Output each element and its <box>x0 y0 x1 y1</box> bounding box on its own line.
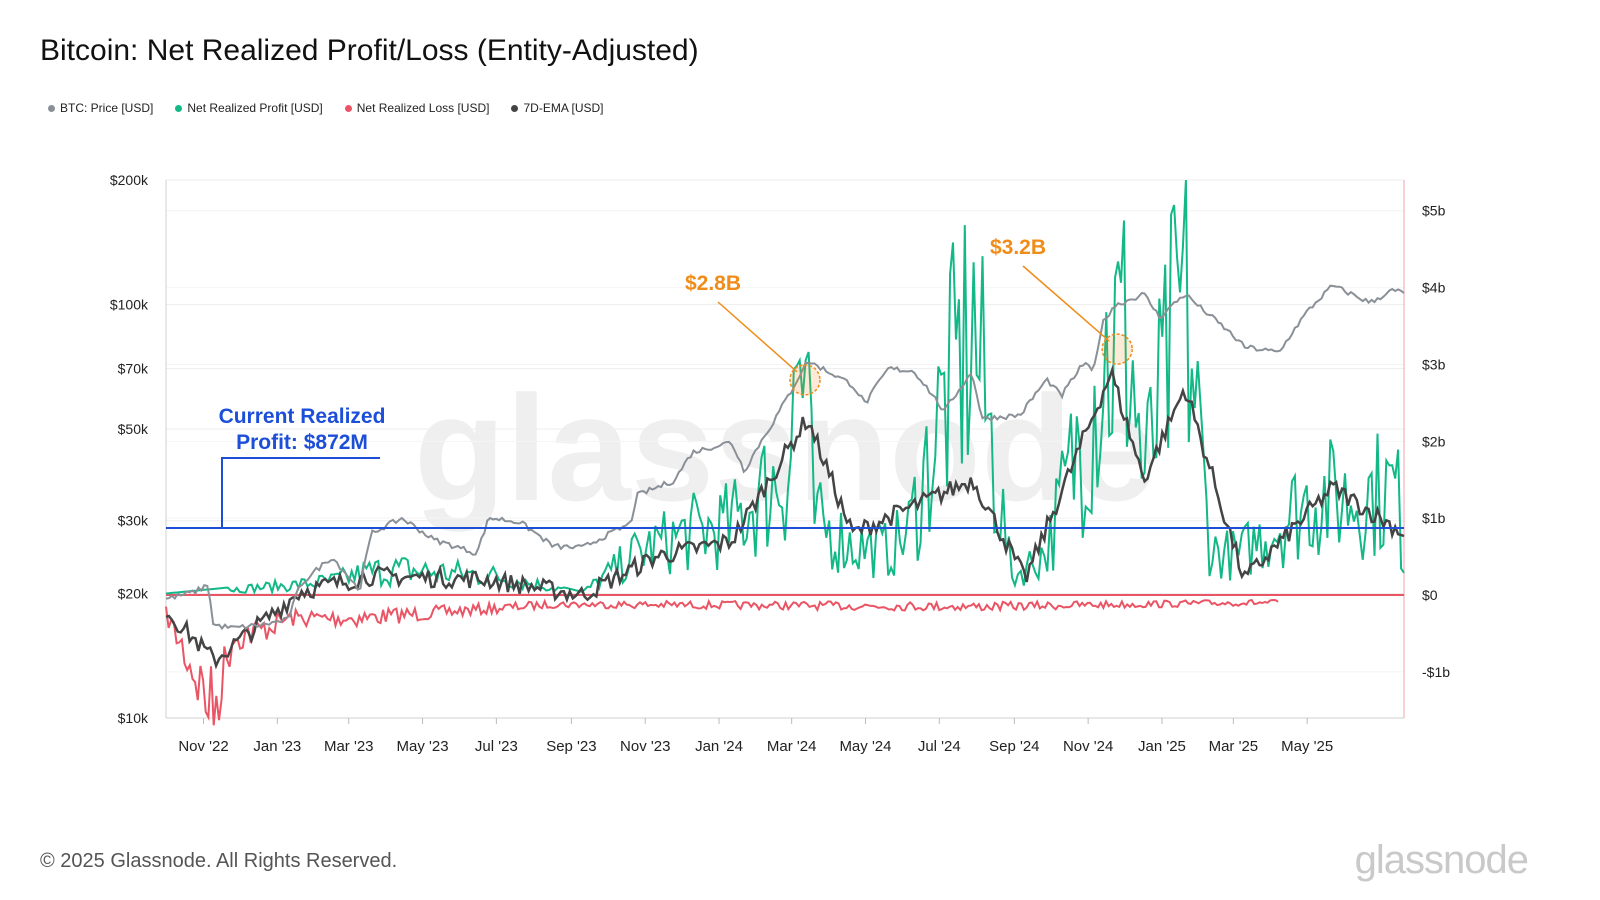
annotation-label: $2.8B <box>685 272 741 295</box>
chart-title: Bitcoin: Net Realized Profit/Loss (Entit… <box>40 34 699 67</box>
annotation-leader <box>1022 265 1110 342</box>
annotation-marker <box>789 364 821 396</box>
current-profit-callout-connector <box>221 457 380 529</box>
legend-label-ema: 7D-EMA [USD] <box>523 101 604 115</box>
legend-label-profit: Net Realized Profit [USD] <box>187 101 323 115</box>
legend-label-loss: Net Realized Loss [USD] <box>356 101 490 115</box>
legend-item-loss[interactable]: Net Realized Loss [USD] <box>344 101 490 115</box>
y-right-tick-label: $0 <box>1422 587 1438 603</box>
x-tick-label: May '24 <box>839 738 891 755</box>
chart-legend: BTC: Price [USD] Net Realized Profit [US… <box>48 101 604 115</box>
y-left-tick-label: $10k <box>118 710 149 726</box>
current-profit-label: Profit: $872M <box>236 431 368 454</box>
legend-dot-loss <box>344 104 352 112</box>
x-tick-label: Nov '23 <box>620 738 670 755</box>
x-tick-label: Jul '23 <box>475 738 518 755</box>
x-tick-label: Mar '23 <box>324 738 374 755</box>
y-left-tick-label: $30k <box>118 513 149 529</box>
annotation-marker <box>1101 333 1133 365</box>
series-line-ema <box>165 364 1405 670</box>
x-tick-label: Jan '25 <box>1138 738 1186 755</box>
x-tick-label: Nov '24 <box>1063 738 1113 755</box>
x-tick-label: Mar '24 <box>767 738 817 755</box>
series-line-loss <box>165 598 1279 726</box>
x-tick-label: May '23 <box>397 738 449 755</box>
y-right-tick-label: $2b <box>1422 433 1446 449</box>
copyright-footer: © 2025 Glassnode. All Rights Reserved. <box>40 850 398 872</box>
y-right-tick-label: $1b <box>1422 510 1446 526</box>
legend-item-profit[interactable]: Net Realized Profit [USD] <box>175 101 323 115</box>
y-right-tick-label: $5b <box>1422 203 1446 219</box>
legend-dot-profit <box>175 104 183 112</box>
legend-item-ema[interactable]: 7D-EMA [USD] <box>511 101 604 115</box>
x-tick-label: May '25 <box>1281 738 1333 755</box>
annotation-leader <box>717 301 798 373</box>
y-left-tick-label: $20k <box>118 586 149 602</box>
x-tick-label: Nov '22 <box>178 738 228 755</box>
y-left-tick-label: $100k <box>110 296 149 312</box>
y-left-tick-label: $200k <box>110 172 149 188</box>
y-right-tick-label: $3b <box>1422 356 1446 372</box>
x-tick-label: Jul '24 <box>918 738 961 755</box>
y-right-tick-label: -$1b <box>1422 664 1450 680</box>
x-tick-label: Mar '25 <box>1209 738 1259 755</box>
legend-label-price: BTC: Price [USD] <box>60 101 154 115</box>
x-tick-label: Jan '23 <box>253 738 301 755</box>
series-line-profit <box>165 179 1405 596</box>
y-right-tick-label: $4b <box>1422 280 1446 296</box>
x-tick-label: Jan '24 <box>695 738 743 755</box>
y-left-tick-label: $50k <box>118 421 149 437</box>
current-profit-label: Current Realized <box>219 405 386 428</box>
x-tick-label: Sep '24 <box>989 738 1039 755</box>
legend-item-price[interactable]: BTC: Price [USD] <box>48 101 153 115</box>
x-tick-label: Sep '23 <box>546 738 596 755</box>
glassnode-logo: glassnode <box>1354 838 1529 882</box>
series-line-price <box>165 284 1405 631</box>
legend-dot-ema <box>511 104 519 112</box>
legend-dot-price <box>48 104 55 112</box>
annotation-label: $3.2B <box>990 236 1046 259</box>
y-left-tick-label: $70k <box>118 361 149 377</box>
